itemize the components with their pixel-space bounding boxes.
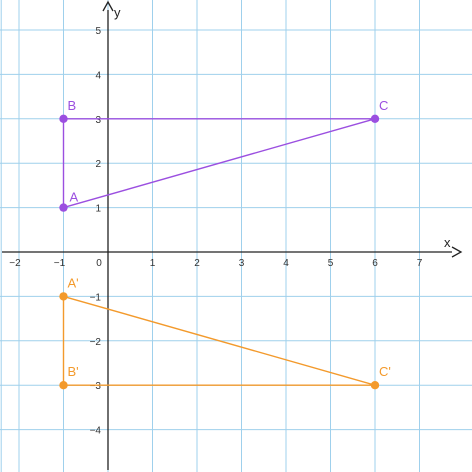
y-tick-label: −3 — [90, 381, 102, 392]
triangle-abc — [62, 118, 376, 209]
triangle-a-primeb-primec-prime — [62, 295, 376, 386]
vertex-point-a-prime — [59, 292, 68, 301]
y-axis-arrow — [102, 0, 114, 12]
y-tick-label: 5 — [95, 26, 101, 37]
y-tick-label: −4 — [90, 426, 102, 437]
y-tick-label: 1 — [95, 204, 101, 215]
vertex-point-c-prime — [370, 381, 380, 390]
vertex-label-b: B — [68, 98, 77, 113]
vertex-label-b-prime: B' — [68, 364, 79, 379]
vertex-label-a-prime: A' — [68, 275, 79, 290]
triangles — [62, 118, 376, 386]
x-tick-label: 5 — [328, 258, 334, 269]
x-tick-label: 3 — [239, 258, 245, 269]
vertex-point-c — [370, 114, 380, 124]
x-axis-arrow — [451, 246, 463, 258]
vertex-point-b — [59, 114, 68, 124]
y-tick-label: −2 — [90, 337, 102, 348]
x-tick-label: 2 — [194, 258, 200, 269]
vertex-point-b-prime — [59, 381, 68, 390]
vertex-point-a — [59, 203, 68, 212]
x-tick-label: 6 — [372, 258, 378, 269]
y-tick-label: 2 — [95, 159, 101, 170]
vertex-label-c-prime: C' — [379, 364, 391, 379]
x-tick-label: 1 — [150, 258, 156, 269]
y-tick-label: 4 — [95, 70, 101, 81]
y-axis-label: y — [114, 5, 121, 20]
axes: x y — [2, 0, 463, 470]
x-tick-label: −2 — [9, 258, 21, 269]
vertex-label-a: A — [70, 190, 79, 205]
y-tick-label: 3 — [95, 115, 101, 126]
x-tick-label: 7 — [417, 258, 423, 269]
vertex-label-c: C — [379, 98, 388, 113]
y-tick-label: −1 — [90, 292, 102, 303]
x-tick-label: 0 — [96, 258, 102, 269]
x-tick-label: −1 — [54, 258, 66, 269]
vertex-points — [59, 114, 380, 390]
x-tick-label: 4 — [283, 258, 289, 269]
tick-labels: −2 −1 0 1 2 3 4 5 6 7 5 4 3 2 1 −1 −2 −3 −4 — [9, 26, 422, 437]
vertex-labels: A B C A' B' C' — [68, 98, 391, 379]
x-axis-label: x — [444, 235, 451, 250]
